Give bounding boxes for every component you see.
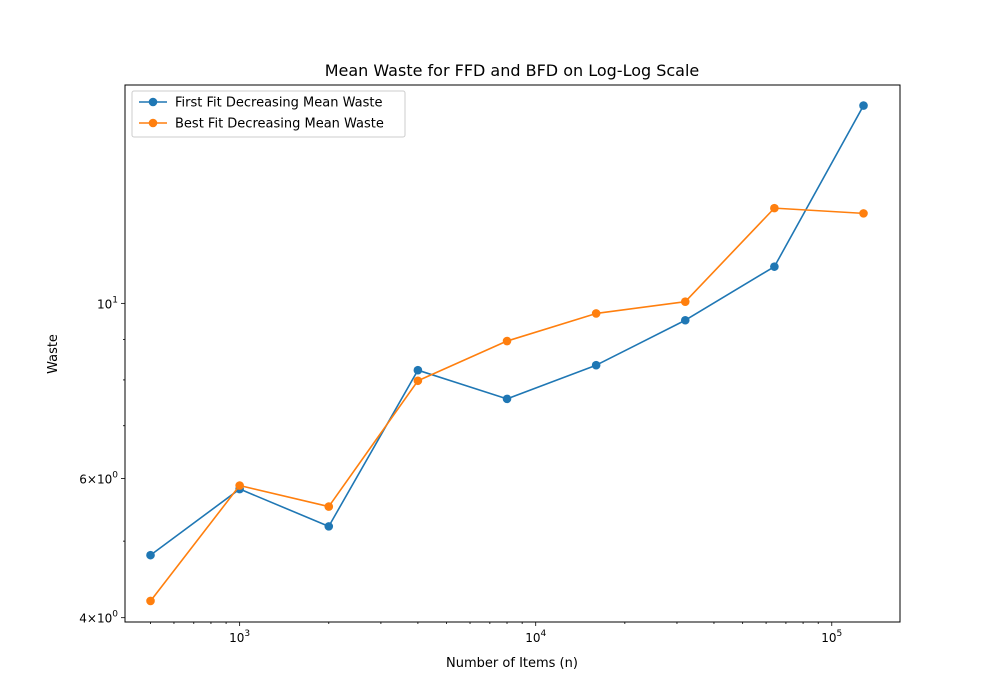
y-tick-label: 4×100 [79, 610, 118, 626]
legend-label: Best Fit Decreasing Mean Waste [175, 117, 384, 132]
y-axis-label: Waste [46, 334, 61, 374]
series-1-point [859, 101, 868, 110]
axes-frame [124, 84, 901, 623]
y-tick-label: 6×100 [79, 471, 118, 487]
series-1-point [146, 550, 155, 560]
series-1-point [591, 360, 601, 370]
series-2-point [591, 309, 601, 318]
series-2-point [235, 481, 244, 490]
series-1-point [770, 262, 779, 271]
legend: First Fit Decreasing Mean Waste Best Fit … [131, 90, 406, 138]
series-layer [124, 84, 901, 623]
legend-label: First Fit Decreasing Mean Waste [175, 96, 382, 111]
series-2-point [770, 203, 779, 213]
x-axis-label: Number of Items (n) [446, 656, 578, 671]
series-1-point [502, 394, 512, 404]
chart-title: Mean Waste for FFD and BFD on Log-Log Sc… [325, 61, 700, 80]
legend-marker [148, 97, 158, 107]
series-2-point [680, 297, 690, 306]
legend-box [131, 90, 406, 138]
series-2-point [859, 209, 868, 218]
series-2-point [324, 502, 334, 511]
legend-marker [148, 118, 158, 128]
x-tick-label: 103 [229, 629, 250, 645]
series-2-point [146, 596, 155, 606]
series-2-point [413, 376, 423, 386]
series-1-point [324, 522, 334, 531]
series-2-point [502, 336, 512, 346]
x-tick-label: 105 [821, 629, 842, 645]
series-1-point [413, 365, 423, 375]
series-1-point [680, 315, 690, 325]
x-tick-label: 104 [525, 629, 546, 645]
plot-area: 103 104 105 4×100 6×100 101 [79, 295, 842, 645]
y-tick-label: 101 [97, 295, 118, 311]
